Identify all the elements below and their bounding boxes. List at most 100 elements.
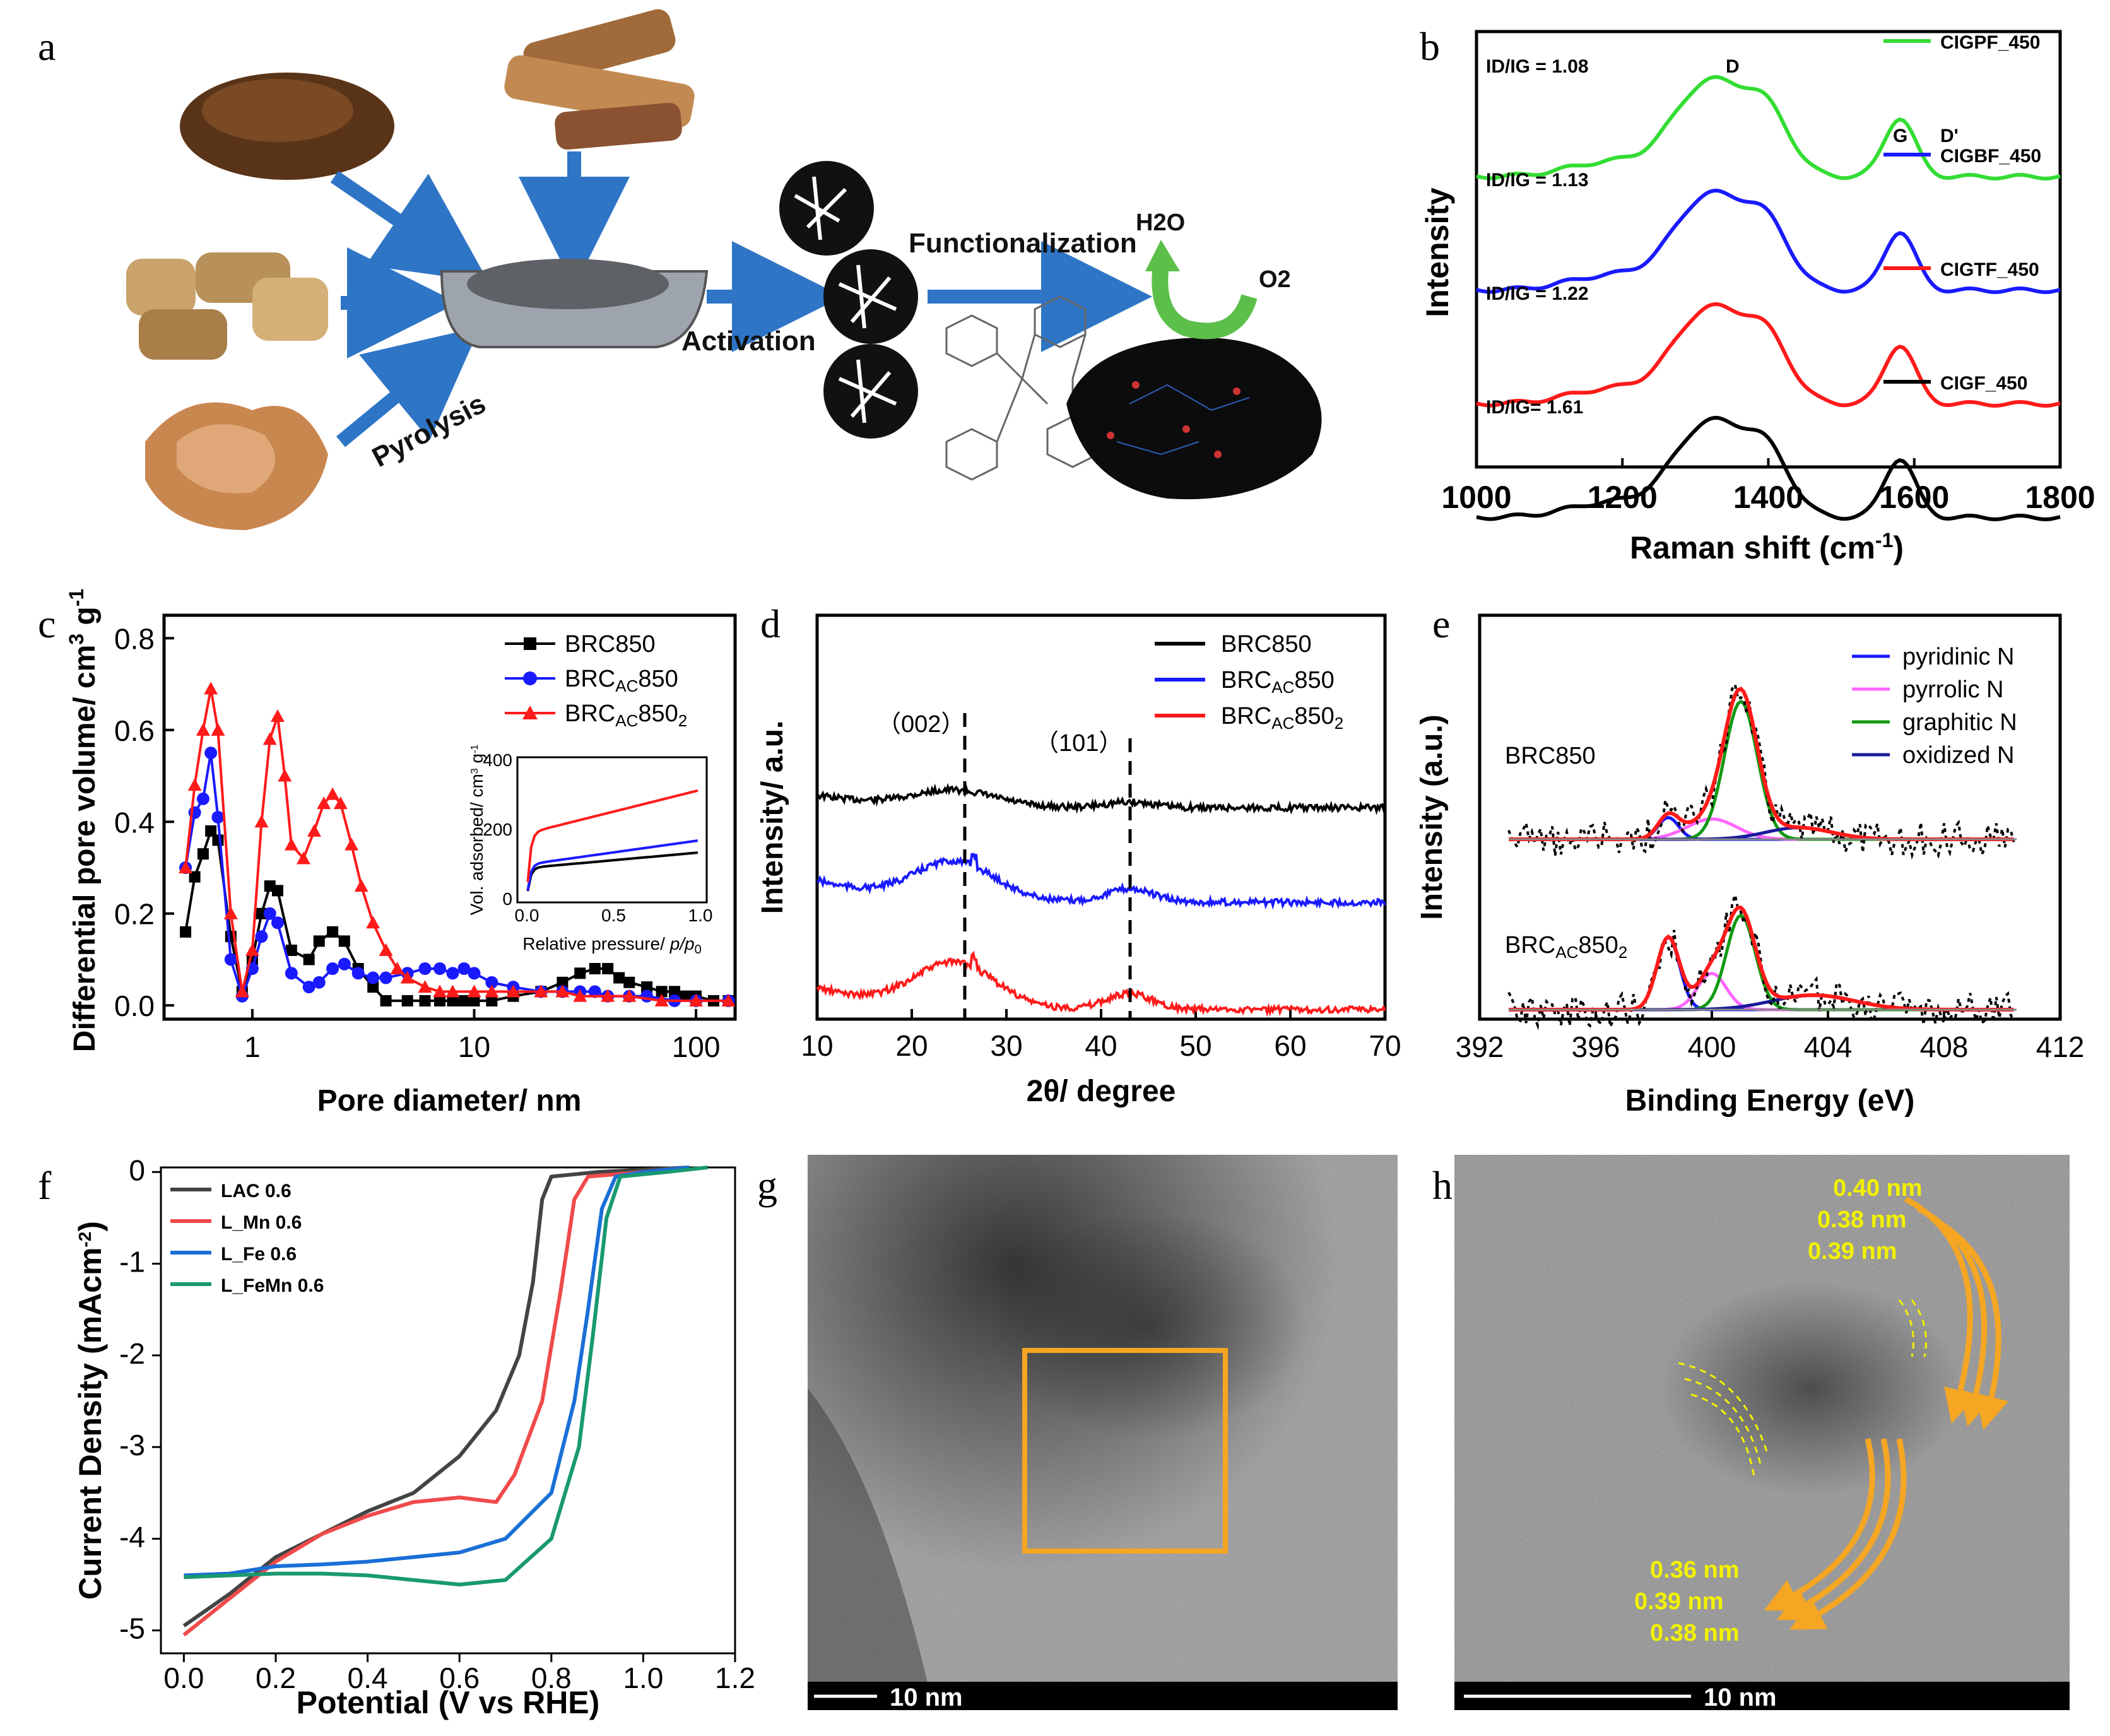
xtick-label-f: 1.2 (715, 1662, 755, 1694)
point-BRCAC8502 (278, 769, 292, 782)
point-BRCAC8502 (223, 906, 238, 919)
point-BRCAC8502 (418, 980, 432, 993)
legend-oxidized: oxidized N (1902, 742, 2014, 769)
ytick-label-c: 0.0 (114, 989, 155, 1022)
legend-label-CIGTF_450: CIGTF_450 (1940, 259, 2039, 280)
ytick-label-c: 0.8 (114, 622, 155, 655)
inset-ytick-label: 200 (483, 820, 512, 839)
arrow-to-boat-1 (330, 170, 489, 283)
point-BRCAC8502 (296, 851, 310, 865)
panel-label-b: b (1420, 24, 1440, 69)
point-BRCAC850 (302, 981, 315, 994)
point-BRCAC850 (468, 967, 481, 980)
point-BRCAC850 (224, 953, 237, 966)
point-BRC850 (271, 885, 283, 897)
raman-line-CIGTF_450 (1476, 302, 2061, 408)
sample-label-brcac8502: BRCAC8502 (1505, 932, 1627, 962)
point-BRCAC850 (367, 971, 380, 984)
point-BRC850 (589, 963, 601, 974)
panel-h: h 0.40 nm 0.38 nm 0.39 nm 0.36 nm 0.39 n… (1432, 1155, 2070, 1711)
panel-g: g 10 nm (757, 1155, 1398, 1711)
point-BRC850 (205, 825, 217, 837)
point-BRCAC8502 (400, 971, 415, 984)
lattice-fringes (1678, 1299, 1927, 1477)
ratio-label-CIGF_450: ID/IG= 1.61 (1486, 397, 1583, 418)
ytick-label-c: 0.2 (114, 898, 155, 931)
biomass-pile-sticks (504, 9, 695, 150)
catalyst-particle (1066, 338, 1322, 500)
plot-frame-f (160, 1166, 736, 1655)
ytick-label-f: -2 (119, 1337, 145, 1370)
ytick-label-f: -4 (119, 1520, 145, 1553)
point-BRC850 (680, 990, 692, 1002)
xtick-label-f: 0.2 (256, 1662, 296, 1694)
o2-label: O2 (1259, 266, 1291, 293)
xtick-label-c: 100 (672, 1030, 721, 1063)
yaxis-label-c: Differential pore volume/ cm3 g-1 (65, 589, 102, 1052)
panel-a: a Pyrolysis Activation (38, 9, 1322, 530)
xtick-label-c: 1 (244, 1030, 261, 1063)
xtick-label-d: 50 (1179, 1029, 1211, 1062)
functionalization-label: Functionalization (909, 228, 1137, 259)
lsv-series (182, 1166, 708, 1637)
panel-d: d 10 20 30 40 50 60 70 2θ/ degree Intensity/ a… (756, 601, 1401, 1108)
point-BRCAC850 (379, 971, 392, 984)
point-BRCAC8502 (379, 943, 393, 956)
xtick-label-b: 1400 (1733, 480, 1803, 515)
xps-raw-brc850 (1507, 682, 2015, 860)
spacing-top-3: 0.39 nm (1808, 1238, 1897, 1265)
legend-label-CIGBF_450: CIGBF_450 (1940, 146, 2041, 167)
point-BRC850 (447, 995, 459, 1007)
point-BRC850 (180, 926, 192, 938)
point-BRC850 (574, 967, 586, 979)
legend-brcac8502-d: BRCAC8502 (1221, 703, 1343, 733)
point-BRC850 (468, 995, 480, 1007)
point-BRC850 (303, 954, 315, 965)
point-BRCAC8502 (254, 815, 269, 828)
xps-component-pyrrolic N-brc850 (1509, 817, 2014, 841)
biomass-pile-tubes (126, 252, 328, 360)
xps-series (1507, 682, 2017, 1032)
point-BRCAC850 (457, 962, 471, 975)
point-BRCAC850 (196, 792, 209, 805)
point-BRCAC8502 (433, 984, 447, 998)
point-BRCAC8502 (345, 837, 359, 851)
legend-e: pyridinic N pyrrolic N graphitic N oxidi… (1852, 644, 2017, 769)
ytick-label-f: -5 (119, 1612, 145, 1645)
point-BRCAC850 (446, 967, 459, 980)
legend-graphitic: graphitic N (1902, 709, 2017, 736)
inset-line-BRCAC8502 (526, 789, 698, 882)
scalebar-label-h: 10 nm (1704, 1684, 1777, 1711)
xrd-line-BRCAC8502 (816, 950, 1386, 1018)
legend-label-L_Fe 0.6: L_Fe 0.6 (221, 1244, 297, 1265)
xtick-label-d: 10 (801, 1029, 833, 1062)
point-BRCAC8502 (573, 989, 587, 1002)
point-BRCAC8502 (235, 984, 249, 998)
point-BRC850 (641, 981, 653, 993)
point-BRC850 (212, 834, 224, 846)
panel-f: f 0.0 0.2 0.4 0.6 0.8 1.0 1.2 0 -1 -2 -3 -4 -5 Poten… (38, 1154, 755, 1720)
xaxis-label-f: Potential (V vs RHE) (297, 1685, 600, 1720)
ytick-label-f: -3 (119, 1429, 145, 1461)
point-BRCAC8502 (187, 778, 202, 791)
cycle-arrow-green (1152, 264, 1258, 340)
inset-isotherm: 0.0 0.5 1.0 0 200 400 (483, 750, 712, 925)
spacing-bottom-3: 0.38 nm (1650, 1620, 1740, 1646)
h2o-label: H2O (1136, 210, 1185, 236)
activation-label: Activation (681, 326, 816, 357)
scalebar-strip-g (808, 1682, 1398, 1710)
point-BRCAC850 (255, 930, 268, 943)
point-BRCAC850 (211, 811, 225, 824)
xtick-label-c: 10 (458, 1030, 490, 1063)
yaxis-label-e: Intensity (a.u.) (1415, 714, 1449, 919)
point-BRCAC8502 (485, 984, 499, 998)
point-BRCAC8502 (366, 916, 380, 929)
point-BRCAC850 (312, 976, 326, 989)
legend-brcac850-d: BRCAC850 (1221, 667, 1335, 697)
annotation-002: （002） (877, 711, 965, 738)
point-BRC850 (434, 995, 446, 1007)
point-BRC850 (197, 848, 209, 860)
point-BRC850 (419, 995, 431, 1007)
xtick-label-e: 392 (1456, 1030, 1504, 1063)
pore-distribution-series (179, 682, 736, 1007)
